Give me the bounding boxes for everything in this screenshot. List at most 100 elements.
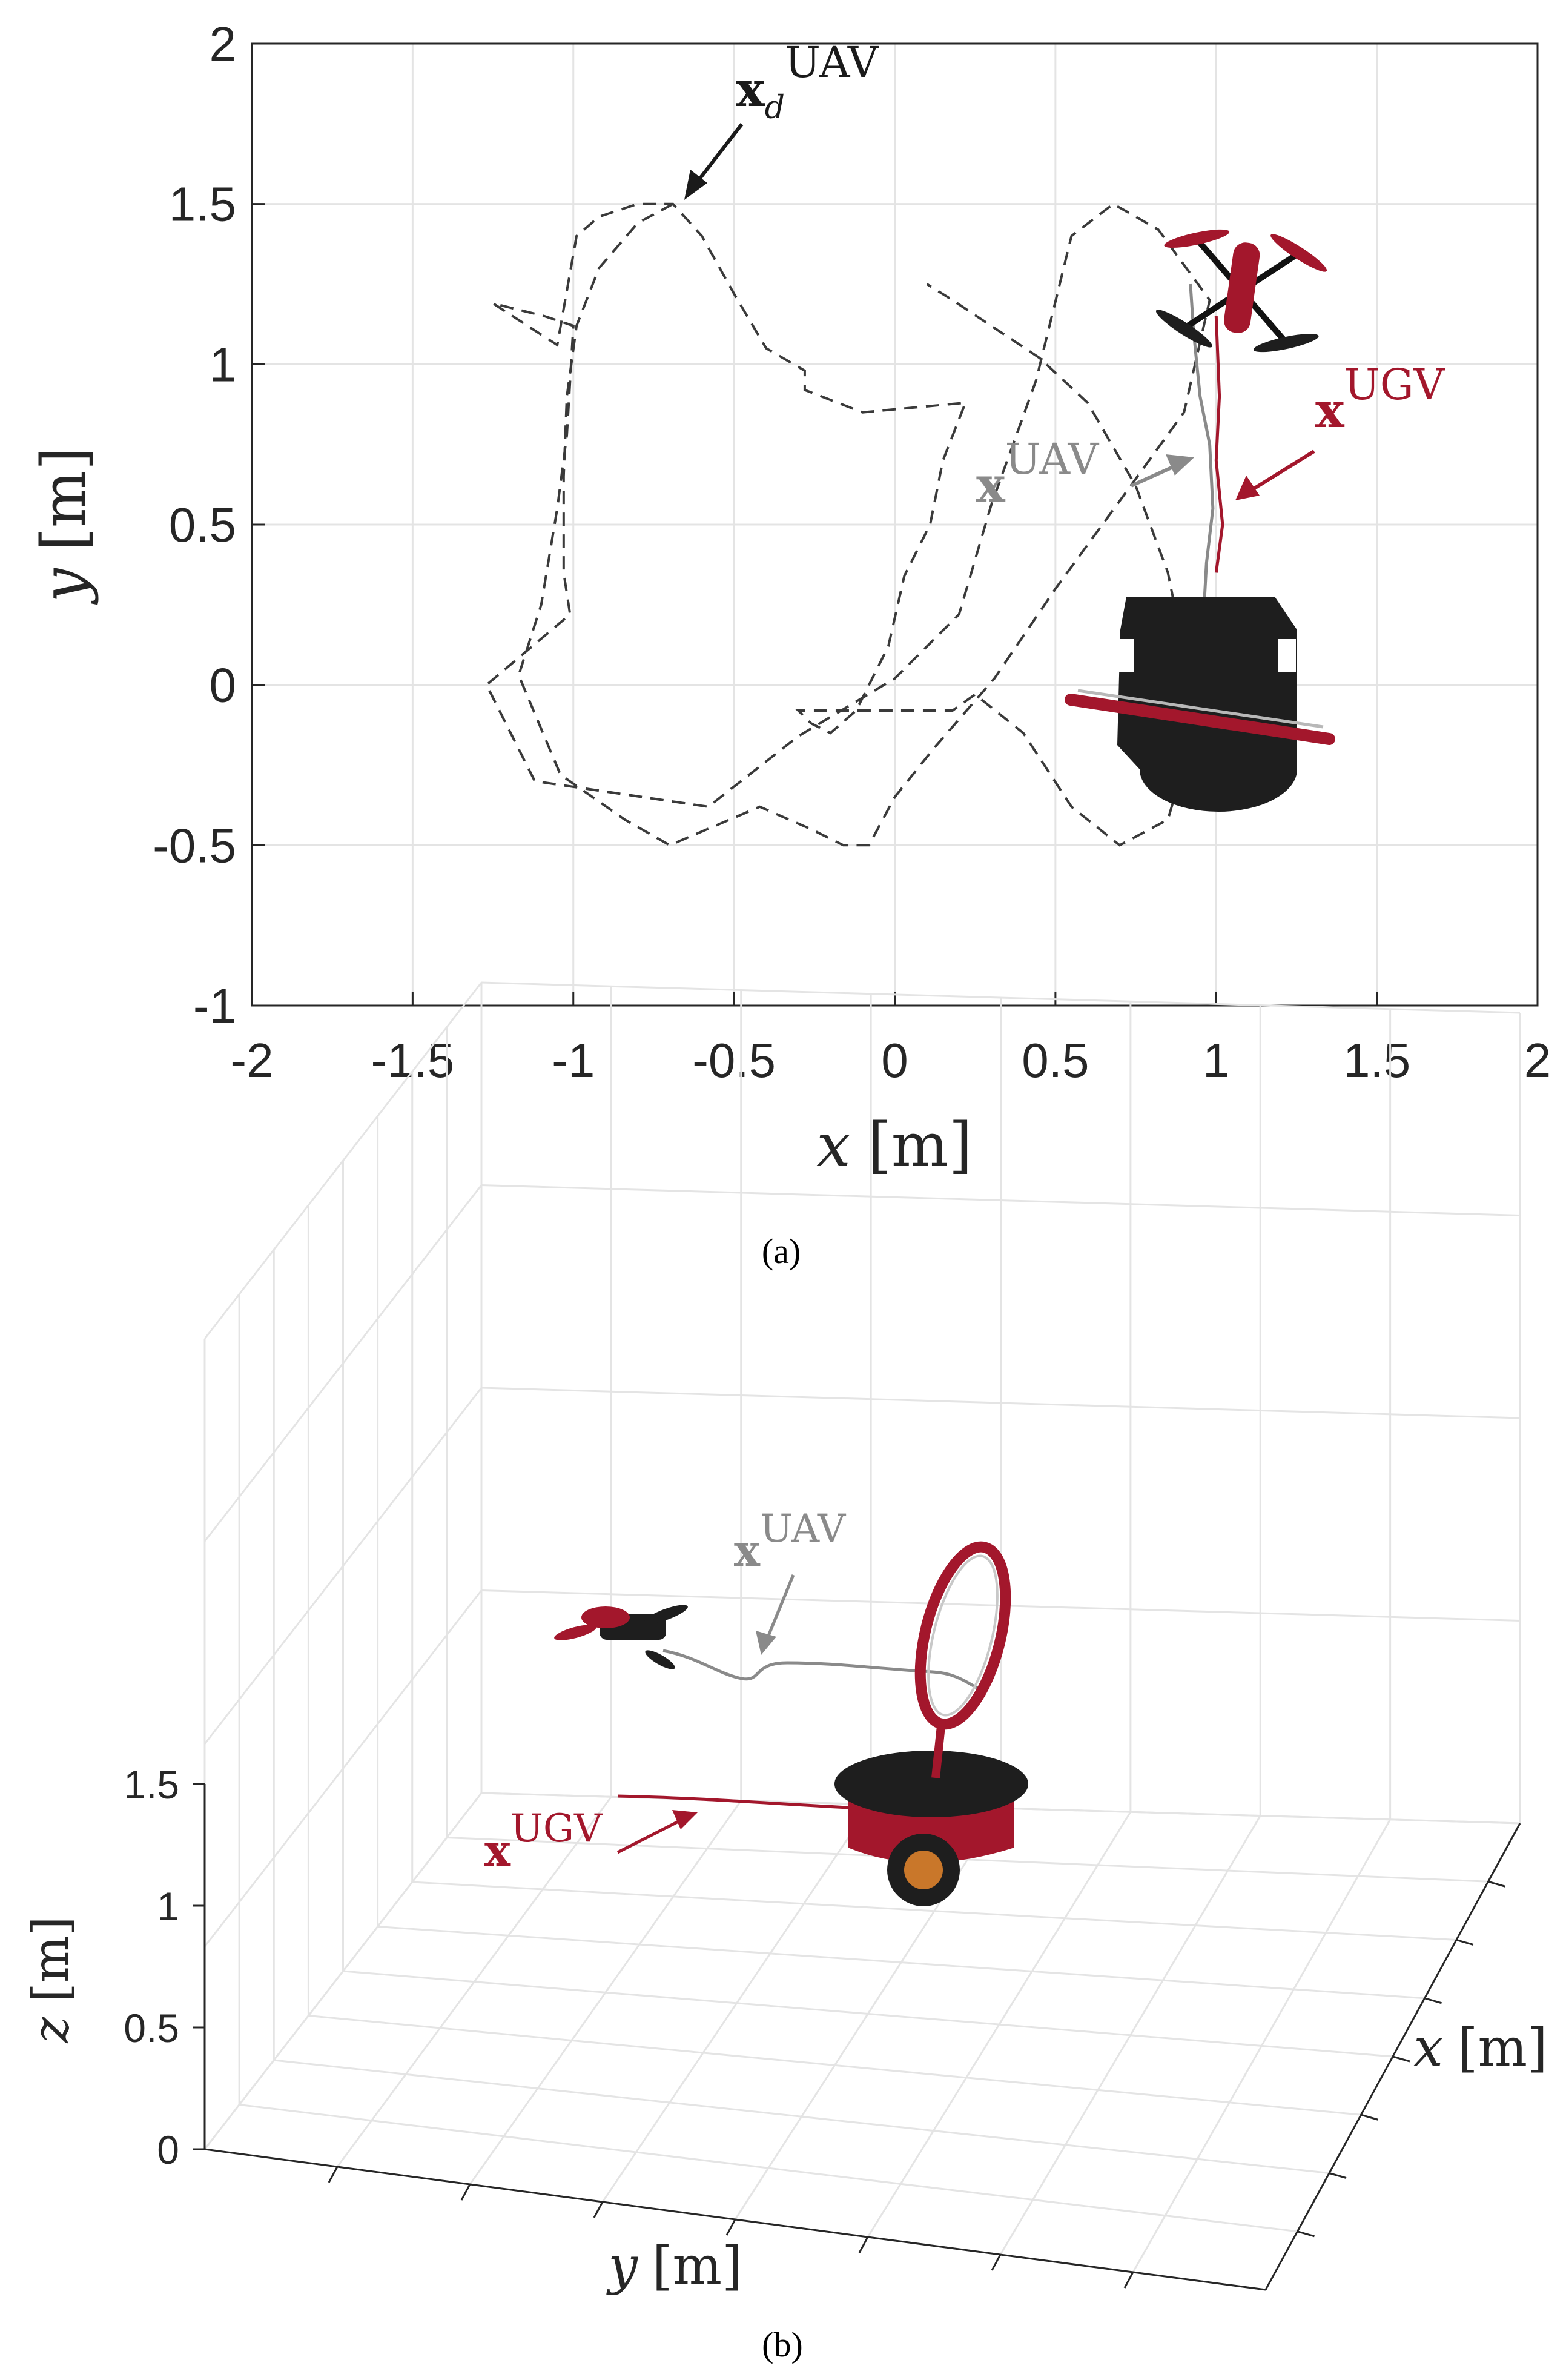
tick-label-y: 2 — [210, 17, 237, 71]
ugv-hoop-mount — [931, 1720, 946, 1778]
floor-grid-line — [867, 1811, 1132, 2238]
tick-label-x: 1 — [1203, 1033, 1230, 1087]
wall-grid-line — [203, 982, 483, 1339]
panel-b-zticks: 0 0.5 1 1.5 — [124, 1762, 179, 2172]
panel-b-zlabel: z[m] — [22, 1917, 80, 2044]
wall-grid-line — [203, 1184, 483, 1542]
svg-text:xUGV: xUGV — [1315, 360, 1445, 439]
tick-label-x: -0.5 — [692, 1033, 776, 1087]
tick-mark-x — [1361, 2113, 1378, 2121]
panel-b-grid — [193, 981, 1521, 2291]
tick-mark-x — [1488, 1880, 1505, 1888]
wall-grid-line — [203, 1589, 483, 1947]
tick-mark-y — [460, 2184, 471, 2201]
tick-mark-x — [1456, 1939, 1474, 1946]
tick-mark-y — [1123, 2272, 1134, 2289]
tick-mark-y — [991, 2254, 1002, 2271]
uav-propeller — [1270, 234, 1327, 272]
uav-canopy — [581, 1606, 630, 1628]
ugv-hoop-rail — [1077, 689, 1324, 729]
wall-grid-line — [481, 981, 1521, 1014]
tick-label-y: 1.5 — [169, 177, 236, 231]
arrow-head — [756, 1631, 776, 1655]
panel-a-top-view: -2 -1.5 -1 -0.5 0 0.5 1 1.5 2-1-0.500.511.52 x [m… — [28, 17, 1551, 1271]
uav-propeller — [1164, 229, 1230, 248]
tick-mark-x — [1424, 1997, 1442, 2004]
uav-drone-3d — [554, 1605, 688, 1669]
ugv-hoop-inner — [927, 1554, 999, 1717]
floor-grid-line — [412, 1881, 1457, 1941]
panel-a-xlabel: x [m] — [816, 1110, 972, 1181]
tick-mark-y — [858, 2236, 869, 2253]
tick-mark-y — [725, 2219, 736, 2236]
uav-propeller — [644, 1605, 688, 1624]
tick-label-x: 0.5 — [1022, 1033, 1089, 1087]
tick-label-z: 1 — [157, 1884, 179, 1929]
ugv-trajectory-3d — [617, 1794, 861, 1810]
wall-grid-line — [481, 1184, 1521, 1216]
arrow-head — [684, 170, 707, 200]
tick-label-z: 0.5 — [124, 2006, 179, 2050]
svg-text:xdUAV: xdUAV — [736, 38, 879, 126]
floor-grid-line — [377, 1926, 1425, 2000]
uav-trajectory-3d — [662, 1649, 982, 1692]
tick-label-y: 0 — [210, 658, 237, 712]
uav-drone-top-view — [1155, 229, 1327, 353]
annotation-x-ugv-3d: xUGV — [484, 1806, 698, 1876]
ugv-wheel-slot — [1278, 639, 1296, 672]
ugv-hoop-bar — [1065, 694, 1335, 745]
annotation-xd-uav: xdUAV — [684, 38, 879, 200]
svg-text:xUAV: xUAV — [976, 434, 1100, 513]
svg-text:xUAV: xUAV — [734, 1507, 847, 1576]
floor-grid-line — [446, 1837, 1488, 1883]
tick-label-x: -1 — [552, 1033, 595, 1087]
tick-label-x: -2 — [230, 1033, 273, 1087]
arrow-head — [1166, 454, 1194, 476]
ugv-robot-top-view — [1065, 597, 1335, 812]
series-desired — [484, 202, 1211, 847]
floor-grid-line — [343, 1970, 1393, 2058]
tick-mark-x — [1392, 2055, 1410, 2063]
tick-label-z: 0 — [157, 2127, 179, 2172]
tick-label-z: 1.5 — [124, 1762, 179, 1807]
tick-mark-y — [328, 2166, 339, 2183]
panel-a-caption: (a) — [762, 1231, 801, 1271]
tick-label-y: -0.5 — [153, 818, 236, 872]
annotation-x-ugv: xUGV — [1235, 360, 1445, 500]
wall-grid-line — [203, 1792, 483, 2150]
uav-propeller — [554, 1625, 596, 1640]
annotation-x-uav: xUAV — [976, 434, 1194, 513]
tick-label-x: 1.5 — [1343, 1033, 1410, 1087]
series-ugv — [1214, 316, 1224, 573]
annotation-x-uav-3d: xUAV — [734, 1507, 847, 1655]
ugv-top-deck — [834, 1751, 1028, 1817]
wall-grid-line — [481, 1387, 1521, 1419]
panel-b-caption: (b) — [762, 2325, 803, 2364]
uav-body — [1224, 242, 1260, 333]
tick-label-x: 0 — [881, 1033, 908, 1087]
ugv-robot-3d — [834, 1541, 1028, 1906]
panel-a-grid — [251, 42, 1539, 1007]
tick-mark-x — [1329, 2172, 1347, 2179]
panel-a-ticks: -2 -1.5 -1 -0.5 0 0.5 1 1.5 2-1-0.500.511.52 — [153, 17, 1551, 1087]
panel-a-ylabel: y[m] — [28, 446, 99, 605]
panel-b-3d-view: 0 0.5 1 1.5 z[m] y [m] x [m] xUAV xUGV (b) — [22, 981, 1548, 2364]
svg-text:xUGV: xUGV — [484, 1806, 603, 1876]
tick-label-y: -1 — [193, 979, 236, 1033]
tick-mark-y — [593, 2201, 604, 2218]
panel-b-xlabel: x [m] — [1413, 2018, 1547, 2078]
uav-propeller — [1155, 310, 1212, 348]
arrow-head — [672, 1810, 698, 1829]
tick-label-x: 2 — [1524, 1033, 1551, 1087]
floor-grid-line — [1132, 1819, 1391, 2273]
uav-propeller — [1253, 334, 1319, 353]
tick-label-y: 0.5 — [169, 498, 236, 552]
tick-label-y: 1 — [210, 337, 237, 391]
panel-b-ylabel: y [m] — [606, 2236, 742, 2296]
wall-grid-line — [203, 1387, 483, 1745]
ugv-wheel-hub — [904, 1851, 943, 1889]
ugv-body — [1117, 597, 1297, 812]
uav-propeller — [645, 1650, 675, 1669]
arrow-head — [1235, 476, 1260, 500]
